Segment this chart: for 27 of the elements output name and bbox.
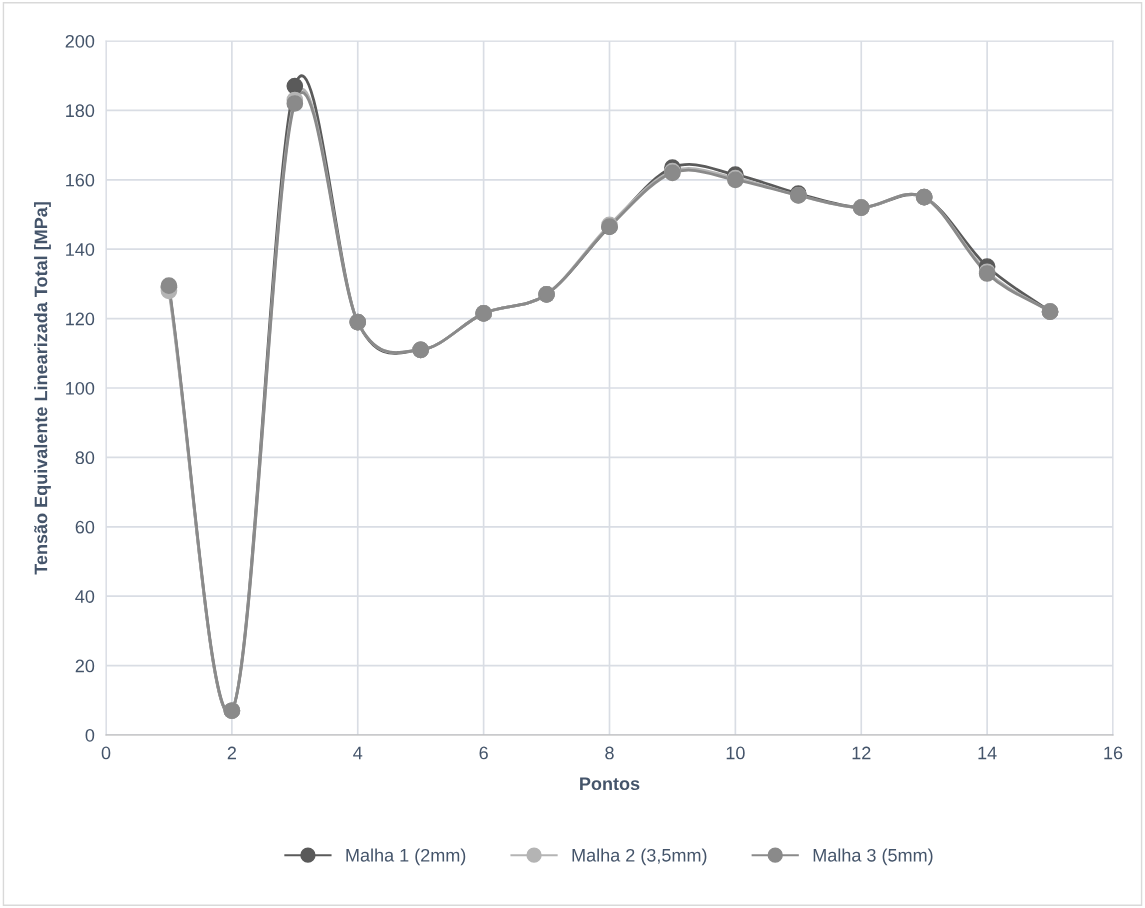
point [286, 77, 304, 95]
y-tick-label: 100 [66, 381, 95, 395]
legend-label: Malha 1 (2mm) [346, 848, 466, 866]
x-tick-label: 12 [852, 746, 871, 760]
y-tick-label: 180 [66, 104, 95, 118]
x-tick-label: 14 [978, 746, 997, 760]
x-tick-label: 0 [101, 746, 111, 760]
y-tick-label: 120 [66, 312, 95, 326]
x-tick-label: 2 [227, 746, 236, 760]
x-tick-label: 10 [726, 746, 745, 760]
legend-label: Malha 3 (5mm) [813, 848, 933, 866]
y-tick-label: 160 [66, 173, 95, 187]
y-tick-label: 40 [75, 590, 95, 603]
y-tick-label: 20 [75, 659, 95, 673]
y-axis-title: Tensão Equivalente Linearizada Total [MPa] [34, 202, 51, 575]
point [286, 95, 304, 112]
y-tick-label: 80 [75, 451, 95, 465]
legend-label: Malha 2 (3,5mm) [572, 848, 707, 866]
x-axis-title: Pontos [580, 777, 640, 791]
x-tick-label: 4 [353, 746, 363, 760]
x-tick-label: 6 [479, 746, 488, 760]
y-tick-label: 200 [65, 34, 95, 48]
y-tick-label: 140 [66, 243, 95, 256]
x-tick-label: 16 [1104, 746, 1123, 760]
x-tick-label: 8 [605, 746, 614, 760]
y-tick-label: 0 [85, 728, 95, 742]
y-tick-label: 60 [75, 520, 95, 534]
